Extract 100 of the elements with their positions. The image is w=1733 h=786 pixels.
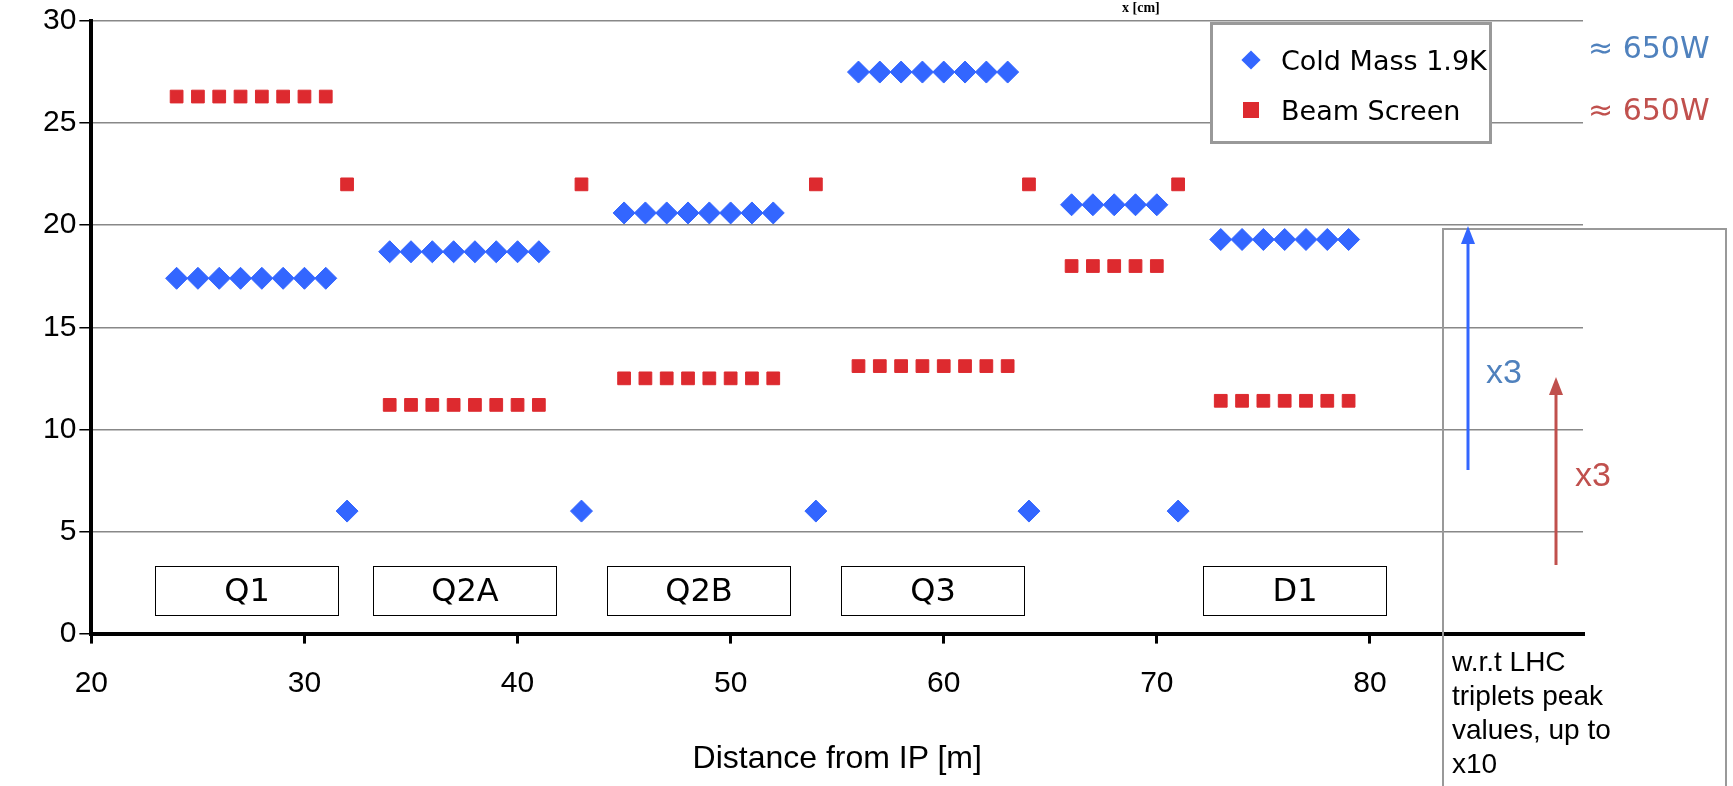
point <box>1017 499 1041 523</box>
y-tick-label: 10 <box>42 410 77 444</box>
point <box>612 201 636 225</box>
point <box>932 60 956 84</box>
point <box>271 266 295 290</box>
y-tick-label: 20 <box>42 206 77 240</box>
point <box>574 177 589 192</box>
x-tick-label: 40 <box>500 664 535 698</box>
point <box>1086 259 1100 273</box>
point <box>910 60 934 84</box>
point <box>254 89 269 104</box>
point <box>1294 227 1318 251</box>
point <box>1230 227 1254 251</box>
point <box>233 89 248 104</box>
x-tick-label: 80 <box>1353 664 1387 698</box>
point <box>1209 227 1233 251</box>
point <box>1107 259 1122 273</box>
point <box>335 499 359 523</box>
label-frame: Q3 <box>841 566 1025 616</box>
point <box>569 499 593 523</box>
point <box>1102 193 1126 217</box>
point <box>809 177 823 192</box>
point <box>1124 193 1148 217</box>
point <box>318 89 333 104</box>
point <box>165 266 189 290</box>
point <box>894 359 908 373</box>
point <box>1337 227 1361 251</box>
point <box>250 266 274 290</box>
point <box>1128 259 1143 273</box>
point <box>442 240 466 264</box>
point <box>1145 193 1169 217</box>
point <box>974 60 998 84</box>
point <box>169 89 184 104</box>
point <box>979 359 994 373</box>
point <box>633 201 657 225</box>
point <box>740 201 764 225</box>
point <box>1213 393 1228 408</box>
point <box>1000 359 1015 373</box>
point <box>676 201 700 225</box>
label-frame: Q1 <box>155 566 339 616</box>
label-frame: Q2A <box>373 566 557 616</box>
text: x [cm] <box>1122 0 1160 16</box>
point <box>702 371 717 386</box>
x-tick-label: 50 <box>713 664 748 698</box>
point <box>1060 193 1084 217</box>
point <box>868 60 892 84</box>
x-tick-label: 30 <box>287 664 322 698</box>
annotation: x3 <box>1486 352 1522 391</box>
point <box>761 201 785 225</box>
point <box>527 240 551 264</box>
point <box>382 398 397 412</box>
point <box>1022 177 1036 192</box>
y-tick-label: 15 <box>42 308 77 342</box>
point <box>953 60 977 84</box>
text: ≈ 650W <box>1588 30 1710 65</box>
y-tick-label: 0 <box>59 614 77 648</box>
point <box>207 266 231 290</box>
point <box>1166 499 1190 523</box>
x-tick-label: 60 <box>927 664 961 698</box>
point <box>958 359 972 373</box>
point <box>1171 177 1185 192</box>
point <box>468 398 482 412</box>
point <box>229 266 253 290</box>
label-frame: D1 <box>1203 566 1387 616</box>
point <box>446 398 461 412</box>
point <box>719 201 743 225</box>
point <box>1251 227 1275 251</box>
point <box>804 499 828 523</box>
y-tick-label: 30 <box>42 2 77 36</box>
point <box>1256 393 1271 408</box>
label-frame: Q2B <box>607 566 791 616</box>
point <box>425 398 440 412</box>
point <box>1320 393 1335 408</box>
point <box>1149 259 1164 273</box>
annotation: x3 <box>1575 455 1611 494</box>
point <box>463 240 487 264</box>
y-tick-label: 5 <box>59 512 77 546</box>
point <box>297 89 312 104</box>
point <box>1277 393 1292 408</box>
point <box>1299 393 1313 408</box>
point <box>186 266 210 290</box>
point <box>638 371 653 386</box>
point <box>489 398 504 412</box>
point <box>484 240 508 264</box>
point <box>872 359 887 373</box>
point <box>659 371 674 386</box>
legend-label: Cold Mass 1.9K <box>1281 44 1487 76</box>
point <box>314 266 338 290</box>
point <box>697 201 721 225</box>
point <box>996 60 1020 84</box>
point <box>340 177 354 192</box>
point <box>889 60 913 84</box>
point <box>617 371 631 386</box>
point <box>655 201 679 225</box>
point <box>404 398 418 412</box>
point <box>191 89 205 104</box>
x-tick-label: 70 <box>1140 664 1174 698</box>
legend-label: Beam Screen <box>1281 94 1461 126</box>
text: w.r.t LHC triplets peak values, up to x10 <box>1452 645 1612 781</box>
point <box>276 89 291 104</box>
